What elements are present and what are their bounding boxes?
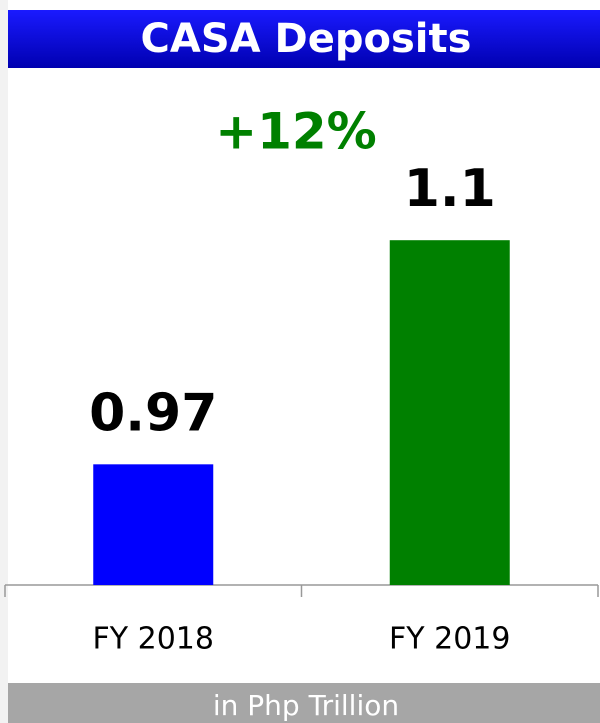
bar [93, 464, 214, 585]
footnote: in Php Trillion [213, 689, 399, 722]
bar [389, 240, 510, 585]
x-tick-label: FY 2019 [389, 622, 510, 657]
x-tick-label: FY 2018 [93, 622, 214, 657]
value-label: 1.1 [404, 159, 496, 219]
value-label: 0.97 [89, 383, 217, 443]
chart-title: CASA Deposits [141, 16, 472, 62]
title-bar [8, 10, 600, 68]
annotation: +12% [215, 103, 377, 161]
footer-bar [8, 683, 600, 723]
